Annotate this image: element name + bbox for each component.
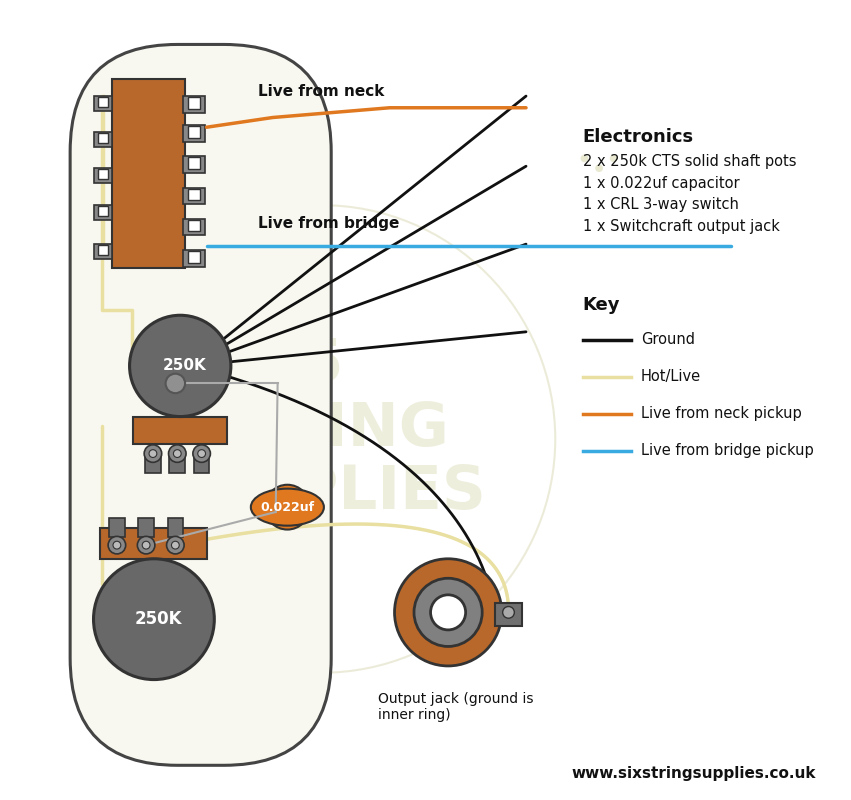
Circle shape [149, 450, 157, 458]
Bar [109, 518, 125, 538]
Bar [495, 602, 523, 626]
Text: Hot/Live: Hot/Live [641, 369, 701, 384]
Bar [139, 518, 154, 538]
Circle shape [197, 450, 206, 458]
Circle shape [94, 558, 214, 679]
Text: 2 x 250k CTS solid shaft pots: 2 x 250k CTS solid shaft pots [583, 154, 796, 170]
Circle shape [595, 164, 603, 172]
Bar [99, 169, 108, 179]
Circle shape [168, 445, 186, 462]
Circle shape [395, 558, 502, 666]
Bar [183, 250, 204, 266]
Bar [183, 219, 204, 235]
Text: 1 x CRL 3-way switch: 1 x CRL 3-way switch [583, 197, 739, 212]
Text: Electronics: Electronics [583, 128, 694, 146]
Bar [188, 158, 200, 169]
Circle shape [580, 154, 588, 162]
Text: Live from bridge: Live from bridge [258, 215, 399, 230]
Bar [94, 244, 112, 258]
Text: Ground: Ground [641, 332, 695, 347]
Circle shape [113, 542, 121, 549]
Bar [99, 133, 108, 143]
Text: www.sixstringsupplies.co.uk: www.sixstringsupplies.co.uk [572, 766, 816, 782]
Circle shape [265, 485, 310, 530]
Circle shape [171, 542, 180, 549]
Bar [188, 251, 200, 262]
Circle shape [129, 315, 231, 417]
Text: 0.022uf: 0.022uf [260, 501, 314, 514]
Bar [94, 205, 112, 220]
Bar [112, 78, 185, 269]
Circle shape [431, 595, 465, 630]
Circle shape [108, 536, 126, 554]
Bar [99, 206, 108, 216]
Bar [168, 518, 183, 538]
Circle shape [142, 542, 150, 549]
Circle shape [174, 450, 181, 458]
Circle shape [166, 374, 185, 393]
Text: Live from neck: Live from neck [258, 84, 385, 99]
Text: Output jack (ground is
inner ring): Output jack (ground is inner ring) [378, 692, 534, 722]
Bar [183, 126, 204, 142]
Bar [146, 454, 161, 473]
Circle shape [137, 536, 155, 554]
Text: 250K: 250K [135, 610, 182, 628]
Bar [100, 528, 208, 558]
Text: Key: Key [583, 296, 620, 314]
Text: 5
STRING
SUPPLIES: 5 STRING SUPPLIES [156, 336, 487, 522]
Bar [183, 157, 204, 173]
Bar [94, 132, 112, 146]
Circle shape [503, 606, 514, 618]
Text: 1 x 0.022uf capacitor: 1 x 0.022uf capacitor [583, 176, 740, 190]
Text: Live from neck pickup: Live from neck pickup [641, 406, 802, 421]
Circle shape [414, 578, 483, 646]
Bar [188, 97, 200, 109]
Bar [183, 188, 204, 204]
Text: 250K: 250K [163, 358, 207, 374]
Ellipse shape [251, 489, 324, 526]
Text: Live from bridge pickup: Live from bridge pickup [641, 443, 814, 458]
Bar [99, 97, 108, 106]
Bar [99, 245, 108, 255]
Bar [188, 126, 200, 138]
Circle shape [193, 445, 210, 462]
Bar [169, 454, 185, 473]
Bar [134, 417, 227, 444]
Bar [94, 168, 112, 182]
Circle shape [144, 445, 162, 462]
Text: 1 x Switchcraft output jack: 1 x Switchcraft output jack [583, 218, 780, 234]
Bar [188, 220, 200, 231]
Bar [94, 96, 112, 110]
Bar [188, 189, 200, 200]
Circle shape [167, 536, 184, 554]
Circle shape [610, 154, 618, 162]
Bar [183, 96, 204, 113]
FancyBboxPatch shape [70, 45, 331, 766]
Bar [194, 454, 209, 473]
